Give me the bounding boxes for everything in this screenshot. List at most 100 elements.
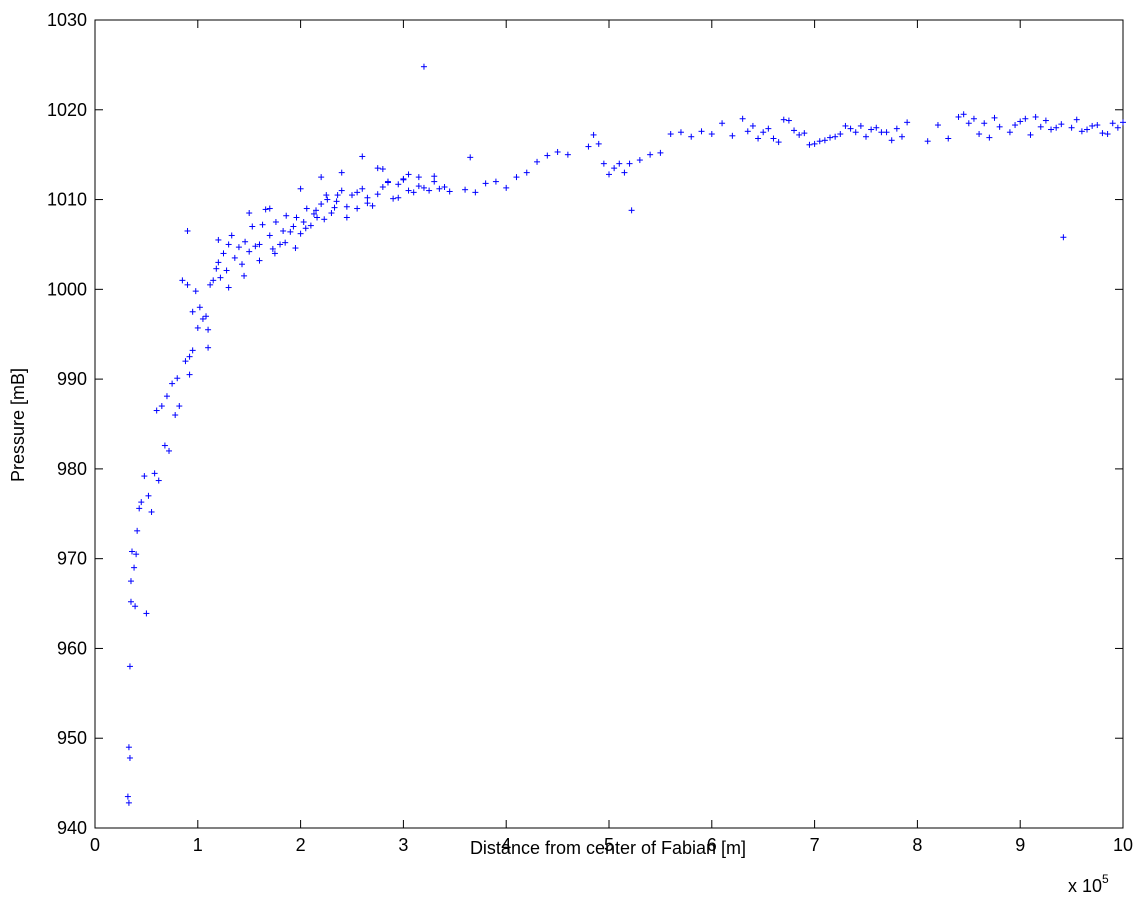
data-point <box>186 353 193 360</box>
y-tick-label: 1030 <box>47 10 87 30</box>
data-point <box>179 277 186 284</box>
data-point <box>151 470 158 477</box>
data-point <box>310 210 317 217</box>
data-point <box>186 371 193 378</box>
data-point <box>307 222 314 229</box>
data-point <box>1017 118 1024 125</box>
data-point <box>628 207 635 214</box>
data-point <box>1120 119 1126 126</box>
data-point <box>241 272 248 279</box>
plot-area <box>94 19 1124 829</box>
data-point <box>266 205 273 212</box>
data-point <box>636 157 643 164</box>
data-point <box>266 232 273 239</box>
x-tick-label: 4 <box>501 835 511 855</box>
data-point <box>246 210 253 217</box>
data-point <box>141 473 148 480</box>
data-point <box>127 578 134 585</box>
x-tick-label: 1 <box>193 835 203 855</box>
data-point <box>893 125 900 132</box>
y-tick-label: 1020 <box>47 100 87 120</box>
data-point <box>405 171 412 178</box>
data-point <box>1073 116 1080 123</box>
data-point <box>898 133 905 140</box>
data-point <box>384 179 391 186</box>
data-point <box>125 799 132 806</box>
data-point <box>256 257 263 264</box>
data-point <box>359 153 366 160</box>
data-point <box>564 151 571 158</box>
data-point <box>667 131 674 138</box>
data-point <box>924 138 931 145</box>
data-point <box>158 403 165 410</box>
data-point <box>904 119 911 126</box>
data-point <box>359 185 366 192</box>
data-point <box>163 393 170 400</box>
data-point <box>138 499 145 506</box>
data-point <box>231 254 238 261</box>
data-point <box>272 219 279 225</box>
data-point <box>827 134 834 141</box>
data-point <box>334 192 341 199</box>
data-point <box>161 442 168 449</box>
data-point <box>960 111 967 118</box>
data-point <box>271 250 278 257</box>
data-point <box>217 274 224 281</box>
data-point <box>215 236 222 243</box>
data-point <box>1022 115 1029 122</box>
y-tick-label: 960 <box>57 638 87 658</box>
data-point <box>354 205 361 212</box>
data-point <box>297 185 304 192</box>
data-point <box>239 261 246 268</box>
data-point <box>446 188 453 195</box>
data-point <box>134 527 141 534</box>
data-point <box>145 492 152 499</box>
data-point <box>503 184 510 191</box>
x-axis: 0 1 2 3 4 5 6 7 8 9 10 <box>90 20 1133 855</box>
data-point <box>544 152 551 159</box>
data-point <box>534 158 541 165</box>
data-point <box>868 126 875 133</box>
data-point <box>213 265 220 272</box>
data-point <box>369 202 376 209</box>
y-tick-label: 970 <box>57 549 87 569</box>
data-point <box>364 194 371 201</box>
data-point <box>127 598 134 605</box>
x-multiplier-exponent: 5 <box>1102 872 1109 886</box>
data-point <box>688 133 695 140</box>
data-point <box>1109 120 1116 127</box>
data-point <box>1006 129 1013 136</box>
data-point <box>621 169 628 176</box>
data-point <box>878 129 885 136</box>
data-point <box>472 189 479 196</box>
data-point <box>842 122 849 129</box>
x-tick-label: 9 <box>1015 835 1025 855</box>
data-point <box>205 326 212 333</box>
data-point <box>775 139 782 146</box>
data-point <box>176 403 183 410</box>
data-point <box>228 232 235 239</box>
data-point <box>184 281 191 288</box>
data-point <box>1032 113 1039 120</box>
data-point <box>847 125 854 132</box>
x-tick-label: 0 <box>90 835 100 855</box>
data-point <box>280 227 287 234</box>
data-point <box>225 284 232 291</box>
data-point <box>1094 122 1101 129</box>
data-point <box>616 160 623 167</box>
data-point <box>172 412 179 419</box>
data-point <box>1068 124 1075 131</box>
data-point <box>323 192 330 199</box>
data-point <box>945 135 952 142</box>
data-point <box>169 380 176 387</box>
data-point <box>324 196 331 203</box>
data-point <box>806 141 813 148</box>
data-point <box>420 63 427 70</box>
data-point <box>986 134 993 141</box>
data-point <box>333 198 340 205</box>
data-point <box>124 793 131 800</box>
data-point <box>313 207 320 214</box>
data-point <box>1053 124 1060 131</box>
data-point <box>184 227 191 234</box>
data-point <box>395 181 402 188</box>
